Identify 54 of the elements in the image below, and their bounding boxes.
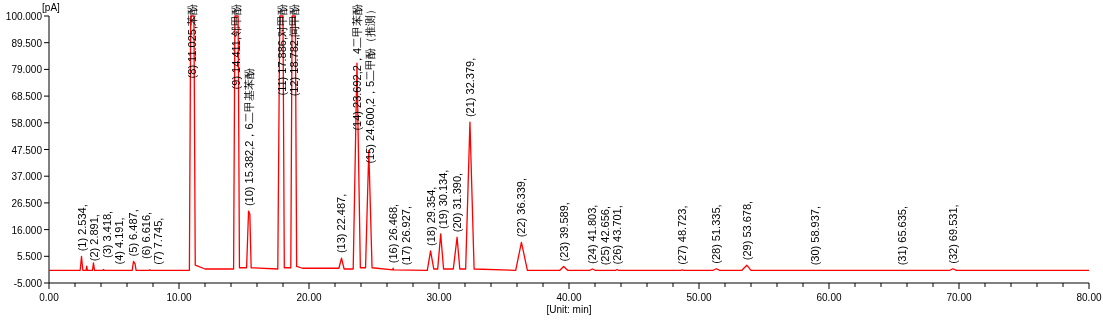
y-tick-label: 89.500 — [11, 37, 43, 49]
annotation: (3) 3.418, — [100, 210, 113, 258]
annotation: (1) 2.534, — [75, 204, 88, 252]
y-tick-label: 16.000 — [11, 224, 43, 236]
annotation: (32) 69.531, — [946, 204, 959, 264]
x-tick-label: 10.00 — [166, 292, 192, 303]
y-tick-label: 47.500 — [11, 144, 43, 156]
x-tick-label: 40.00 — [556, 292, 582, 303]
x-tick-label: 30.00 — [426, 292, 452, 303]
annotation: (5) 6.487, — [127, 209, 140, 257]
annotation: (28) 51.335, — [710, 204, 723, 264]
annotation: (26) 43.701, — [611, 205, 624, 265]
y-tick-label: 68.500 — [11, 91, 43, 103]
annotation: (27) 48.723, — [676, 205, 689, 265]
x-tick-label: 80.00 — [1076, 292, 1102, 303]
y-tick-label: 79.000 — [11, 64, 43, 76]
x-axis-title: [Unit: min] — [546, 304, 592, 315]
annotation: (4) 4.191, — [113, 217, 126, 265]
y-tick-label: 5.500 — [16, 251, 43, 263]
annotation: (2) 2.891, — [88, 214, 101, 262]
y-tick-label: 100.000 — [5, 11, 43, 22]
annotation: (15) 24.600,2，5二甲酚（推测） — [363, 4, 376, 164]
annotation: (6) 6.616, — [139, 211, 152, 259]
y-tick-label: 58.000 — [11, 117, 43, 129]
x-tick-label: 60.00 — [816, 292, 842, 303]
annotation: (20) 31.390, — [451, 172, 464, 233]
annotation: (12) 18.782,间甲酚 — [288, 4, 301, 97]
x-tick-label: 0.00 — [39, 292, 60, 303]
annotation: (13) 22.487, — [335, 193, 348, 254]
annotation: (29) 53.678, — [740, 200, 753, 261]
annotation: (11) 17.886,对甲酚 — [275, 4, 288, 96]
annotation: (24) 41.803, — [586, 204, 599, 265]
annotation: (16) 26.468, — [387, 203, 400, 264]
annotation: (30) 58.937, — [809, 205, 822, 266]
annotation: (21) 32.379, — [463, 57, 476, 118]
annotation: (7) 7.745, — [152, 217, 165, 265]
x-tick-label: 70.00 — [946, 292, 972, 303]
annotation: (23) 39.589, — [557, 202, 570, 262]
y-tick-label: -5.000 — [13, 278, 43, 289]
annotation: (19) 30.134, — [437, 169, 450, 229]
annotation: (8) 11.025,苯酚 — [186, 4, 199, 79]
y-axis-title: [pA] — [42, 2, 61, 13]
y-tick-label: 37.000 — [11, 171, 43, 183]
annotation: (18) 29.354, — [424, 186, 437, 246]
annotation: (9) 14.411,邻甲酚 — [230, 4, 243, 90]
x-tick-label: 50.00 — [686, 292, 712, 303]
annotation: (14) 23.692,2，4二甲苯酚 — [351, 4, 363, 131]
annotation: (25) 42.656, — [598, 205, 611, 266]
y-tick-label: 26.500 — [11, 197, 43, 209]
annotation: (10) 15.382,2，6二甲基苯酚 — [242, 68, 255, 207]
x-tick-label: 20.00 — [296, 292, 322, 303]
annotation: (31) 65.635, — [896, 205, 909, 266]
annotation: (22) 36.339, — [515, 177, 528, 238]
annotation: (17) 26.927, — [399, 205, 412, 266]
